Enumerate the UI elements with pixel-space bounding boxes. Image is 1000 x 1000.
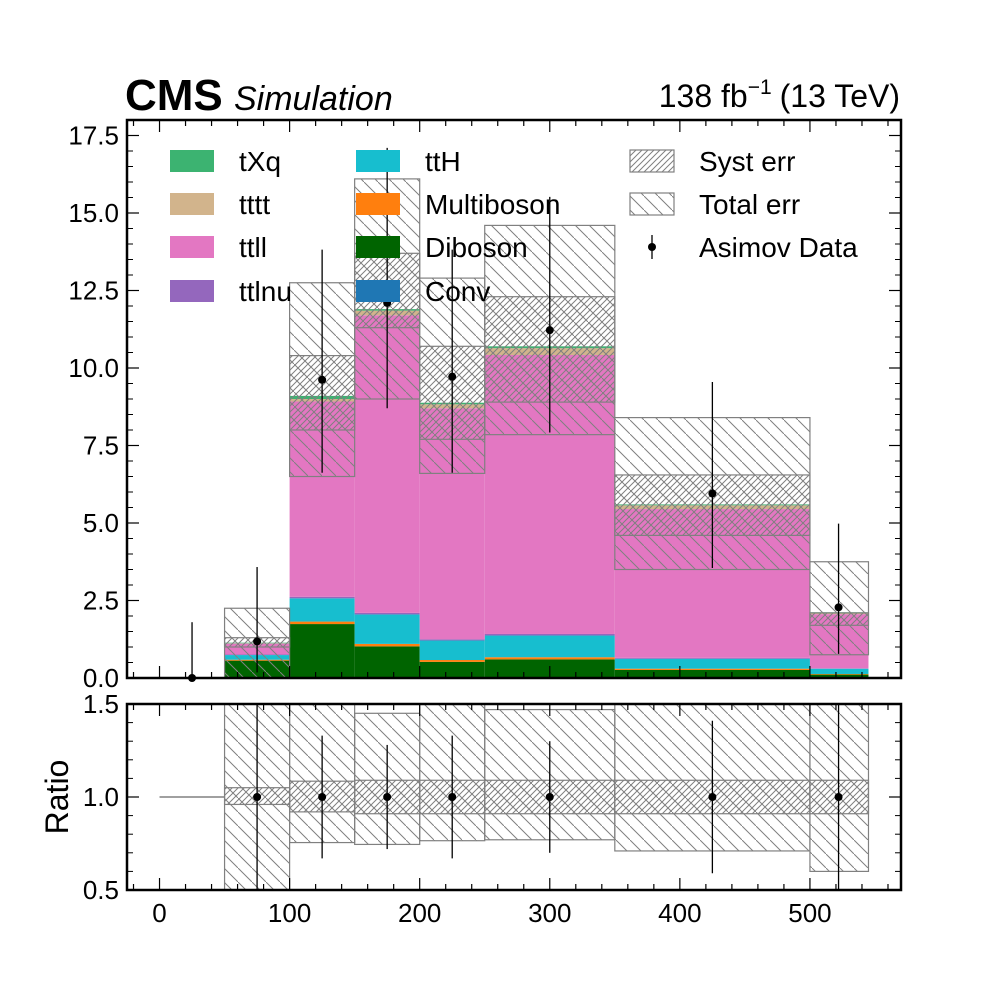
stack-bar-tth [289, 598, 355, 622]
data-point [708, 489, 717, 498]
legend-ttlnu-swatch [170, 280, 214, 302]
y-tick-label: 17.5 [68, 121, 119, 151]
legend-total-err-swatch [629, 192, 675, 216]
legend-ttll-swatch [170, 236, 214, 258]
legend-txq-swatch [170, 150, 214, 172]
stack-bar-ttlnu [354, 612, 420, 615]
legend-syst-err-swatch [629, 149, 675, 173]
stack-bar-multiboson [289, 621, 355, 625]
ratio-point [708, 793, 717, 801]
x-tick-label: 200 [398, 898, 441, 928]
ratio-y-tick-label: 1.0 [83, 782, 119, 812]
legend-ttll-label: ttll [239, 232, 267, 263]
legend-diboson-label: Diboson [425, 232, 528, 263]
main-data-layer [188, 147, 843, 682]
syst-err-band [809, 612, 870, 626]
data-point [448, 372, 457, 381]
x-tick-label: 400 [658, 898, 701, 928]
ratio-y-tick-label: 1.5 [83, 689, 119, 719]
stack-bar-multiboson [614, 668, 810, 670]
ratio-y-axis-label: Ratio [39, 760, 75, 835]
legend-conv-label: Conv [425, 276, 490, 307]
stack-bar-diboson [809, 674, 869, 678]
lumi-energy: (13 TeV) [780, 78, 900, 114]
y-tick-label: 15.0 [68, 198, 119, 228]
data-point [318, 375, 327, 384]
legend-tth-swatch [356, 150, 400, 172]
legend-syst-err-label: Syst err [699, 146, 795, 177]
legend-tttt-swatch [170, 193, 214, 215]
stack-bar-tth [614, 658, 810, 669]
stack-bar-multiboson [484, 657, 615, 660]
legend-multiboson-swatch [356, 193, 400, 215]
stack-bar-diboson [289, 624, 355, 678]
y-tick-label: 7.5 [83, 431, 119, 461]
stack-bar-tth [809, 668, 869, 674]
stack-bar-ttlnu [289, 596, 355, 599]
data-point [834, 603, 843, 612]
x-tick-label: 0 [152, 898, 166, 928]
y-tick-label: 0.0 [83, 663, 119, 693]
stack-bar-diboson [419, 661, 485, 678]
stack-bar-multiboson [419, 660, 485, 662]
legend-tth-label: ttH [425, 146, 461, 177]
stack-bar-diboson [614, 669, 810, 678]
legend-asimov-data-swatch [648, 243, 656, 251]
legend-conv-swatch [356, 280, 400, 302]
legend-ttlnu-label: ttlnu [239, 276, 292, 307]
legend-multiboson-label: Multiboson [425, 189, 560, 220]
cms-label: CMS [125, 71, 223, 120]
stack-bar-multiboson [354, 643, 420, 647]
x-tick-label: 300 [528, 898, 571, 928]
stack-bar-diboson [354, 646, 420, 678]
main-axes: 0.0 2.5 5.0 7.5 10.0 12.5 15.0 17.5 [68, 118, 903, 693]
lumi-label: 138 fb−1 (13 TeV) [659, 76, 900, 114]
stack-bar-tth [484, 635, 615, 658]
legend-txq-label: tXq [239, 146, 281, 177]
y-tick-label: 2.5 [83, 586, 119, 616]
legend-asimov-data-label: Asimov Data [699, 232, 858, 263]
ratio-error-band-layer [159, 704, 870, 890]
stack-bar-ttlnu [614, 657, 810, 659]
ratio-axes: 0 100 200 300 400 500 0.5 1.0 1.5 Ratio [39, 689, 903, 928]
ratio-y-tick-label: 0.5 [83, 875, 119, 905]
data-point [253, 637, 262, 646]
main-stack-layer [224, 309, 869, 678]
stack-bar-tth [419, 640, 485, 661]
legend: tXq tttt ttll ttlnu ttH Multiboson Diboson Conv… [170, 146, 858, 307]
y-tick-label: 12.5 [68, 276, 119, 306]
y-tick-label: 10.0 [68, 353, 119, 383]
data-point [545, 326, 554, 335]
x-tick-label: 100 [268, 898, 311, 928]
y-tick-label: 5.0 [83, 508, 119, 538]
legend-total-err-label: Total err [699, 189, 800, 220]
stack-bar-tth [354, 614, 420, 644]
ratio-point [448, 793, 457, 801]
stack-bar-ttlnu [419, 639, 485, 641]
legend-tttt-label: tttt [239, 189, 270, 220]
x-tick-label: 500 [788, 898, 831, 928]
lumi-value: 138 fb [659, 78, 748, 114]
ratio-point [545, 793, 554, 801]
ratio-data-layer [253, 704, 843, 890]
stack-bar-ttlnu [484, 633, 615, 636]
ratio-point [253, 793, 262, 801]
ratio-point [318, 793, 327, 801]
ratio-point [383, 793, 392, 801]
simulation-label: Simulation [234, 80, 393, 118]
stack-bar-multiboson [809, 673, 869, 675]
ratio-point [834, 793, 843, 801]
legend-diboson-swatch [356, 236, 400, 258]
lumi-exponent: −1 [748, 76, 772, 99]
